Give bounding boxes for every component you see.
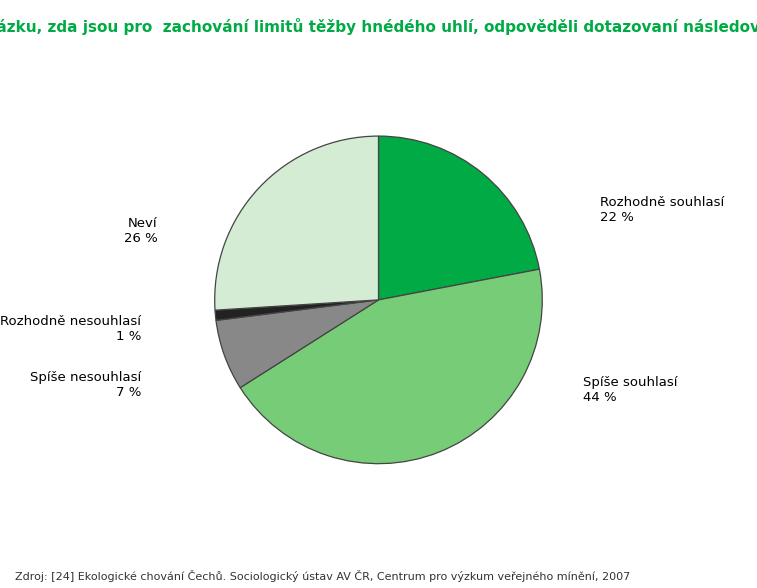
Text: Neví
26 %: Neví 26 % <box>123 217 157 245</box>
Wedge shape <box>240 269 542 464</box>
Text: Zdroj: [24] Ekologické chování Čechů. Sociologický ústav AV ČR, Centrum pro výzk: Zdroj: [24] Ekologické chování Čechů. So… <box>15 570 631 582</box>
Wedge shape <box>215 136 378 310</box>
Text: Spíše nesouhlasí
7 %: Spíše nesouhlasí 7 % <box>30 371 141 399</box>
Text: Spíše souhlasí
44 %: Spíše souhlasí 44 % <box>583 376 678 404</box>
Text: Otázku, zda jsou pro  zachování limitů těžby hnédého uhlí, odpověděli dotazovaní: Otázku, zda jsou pro zachování limitů tě… <box>0 18 757 35</box>
Wedge shape <box>215 300 378 320</box>
Wedge shape <box>216 300 378 387</box>
Text: Rozhodně nesouhlasí
1 %: Rozhodně nesouhlasí 1 % <box>0 315 141 343</box>
Wedge shape <box>378 136 540 300</box>
Text: Rozhodně souhlasí
22 %: Rozhodně souhlasí 22 % <box>600 196 724 224</box>
